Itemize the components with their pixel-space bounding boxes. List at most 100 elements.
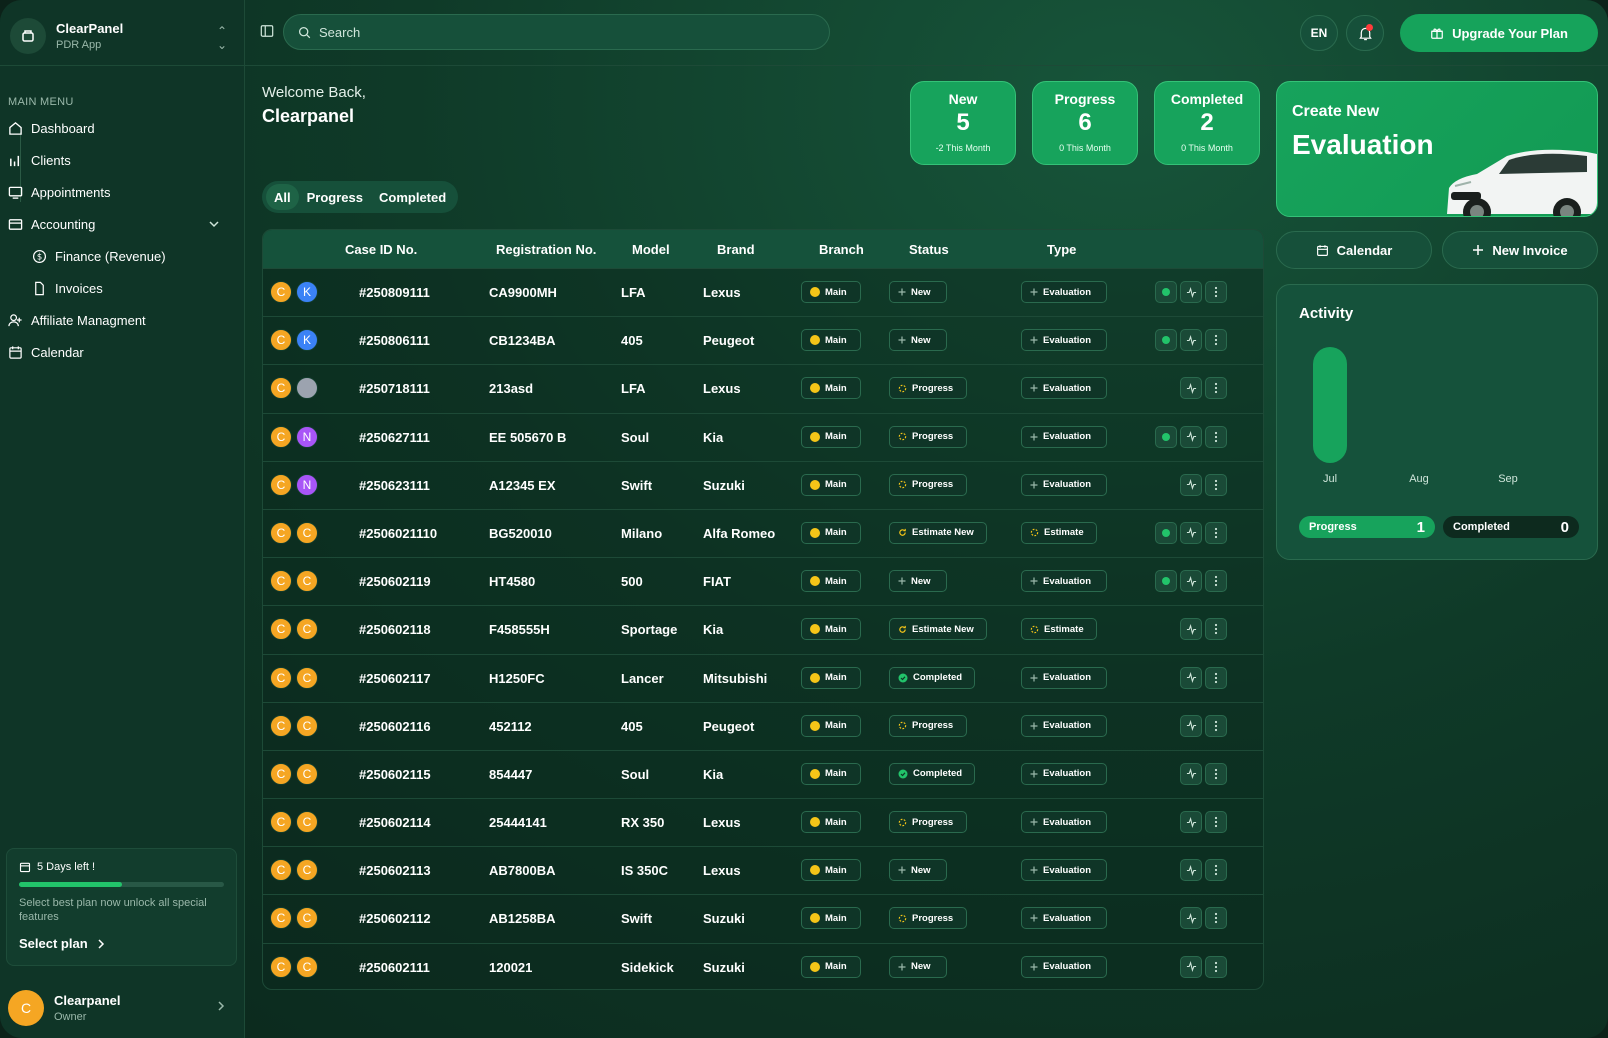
- sidebar-item-accounting[interactable]: Accounting: [8, 208, 236, 240]
- case-id[interactable]: #250718111: [359, 381, 430, 397]
- activity-button[interactable]: [1180, 618, 1202, 641]
- col-header-status[interactable]: Status: [909, 242, 949, 257]
- case-id[interactable]: #250602111: [359, 959, 430, 975]
- table-row[interactable]: C K #250806111 CB1234BA 405 Peugeot Main New Eva…: [263, 316, 1263, 364]
- language-button[interactable]: EN: [1300, 15, 1338, 51]
- activity-button[interactable]: [1180, 570, 1202, 593]
- sidebar-item-appointments[interactable]: Appointments: [8, 176, 236, 208]
- table-row[interactable]: C C #250602115 854447 Soul Kia Main Completed Ev…: [263, 749, 1263, 798]
- workspace-switcher[interactable]: ClearPanel PDR App ⌃ ⌄: [10, 10, 235, 62]
- more-options-button[interactable]: [1205, 955, 1227, 978]
- more-options-button[interactable]: [1205, 377, 1227, 400]
- more-options-button[interactable]: [1205, 570, 1227, 593]
- activity-button[interactable]: [1180, 521, 1202, 544]
- sidebar-item-finance[interactable]: $ Finance (Revenue): [8, 240, 236, 272]
- table-row[interactable]: C K #250809111 CA9900MH LFA Lexus Main New Evalu…: [263, 268, 1263, 316]
- more-options-button[interactable]: [1205, 762, 1227, 785]
- more-options-button[interactable]: [1205, 907, 1227, 930]
- tab-completed[interactable]: Completed: [379, 189, 447, 205]
- plus-icon: [898, 577, 906, 585]
- upgrade-button[interactable]: Upgrade Your Plan: [1400, 14, 1598, 52]
- more-options-button[interactable]: [1205, 329, 1227, 352]
- case-id[interactable]: #250627111: [359, 429, 430, 445]
- live-status-button[interactable]: [1155, 329, 1177, 352]
- live-status-button[interactable]: [1155, 570, 1177, 593]
- col-header-brand[interactable]: Brand: [717, 242, 755, 257]
- sidebar-item-invoices[interactable]: Invoices: [8, 272, 236, 304]
- notifications-button[interactable]: [1346, 15, 1384, 51]
- more-options-button[interactable]: [1205, 473, 1227, 496]
- live-status-button[interactable]: [1155, 281, 1177, 303]
- case-id[interactable]: #250602113: [359, 863, 431, 879]
- more-options-button[interactable]: [1205, 666, 1227, 689]
- case-id[interactable]: #250602117: [359, 670, 431, 686]
- more-options-button[interactable]: [1205, 281, 1227, 303]
- col-header-type[interactable]: Type: [1047, 242, 1077, 257]
- new-invoice-button[interactable]: New Invoice: [1442, 231, 1598, 269]
- case-id[interactable]: #250602114: [359, 815, 431, 831]
- activity-button[interactable]: [1180, 811, 1202, 834]
- activity-button[interactable]: [1180, 281, 1202, 303]
- stat-card-new[interactable]: New 5 -2 This Month: [910, 81, 1016, 165]
- sidebar-item-calendar[interactable]: Calendar: [8, 336, 236, 368]
- table-row[interactable]: C C #250602119 HT4580 500 FIAT Main New Evaluati…: [263, 557, 1263, 605]
- case-id[interactable]: #250623111: [359, 477, 430, 493]
- more-options-button[interactable]: [1205, 425, 1227, 448]
- activity-button[interactable]: [1180, 473, 1202, 496]
- activity-button[interactable]: [1180, 377, 1202, 400]
- search-input[interactable]: Search: [283, 14, 830, 50]
- activity-button[interactable]: [1180, 329, 1202, 352]
- table-row[interactable]: C N #250627111 EE 505670 B Soul Kia Main Progre…: [263, 412, 1263, 461]
- col-header-registration[interactable]: Registration No.: [496, 242, 597, 257]
- activity-button[interactable]: [1180, 762, 1202, 785]
- case-id[interactable]: #250602115: [359, 766, 431, 782]
- sidebar-item-dashboard[interactable]: Dashboard: [8, 112, 236, 144]
- case-id[interactable]: #250806111: [359, 333, 430, 349]
- plus-icon: [1030, 818, 1038, 826]
- activity-button[interactable]: [1180, 859, 1202, 882]
- table-row[interactable]: C C #250602118 F458555H Sportage Kia Main Estim…: [263, 605, 1263, 653]
- tab-progress[interactable]: Progress: [306, 189, 363, 205]
- more-options-button[interactable]: [1205, 521, 1227, 544]
- col-header-case-id[interactable]: Case ID No.: [345, 242, 418, 257]
- avatar: C: [270, 473, 292, 496]
- more-options-button[interactable]: [1205, 811, 1227, 834]
- live-status-button[interactable]: [1155, 521, 1177, 544]
- case-id[interactable]: #250602119: [359, 574, 431, 590]
- table-row[interactable]: C C #250602114 25444141 RX 350 Lexus Main Progr…: [263, 798, 1263, 846]
- activity-button[interactable]: [1180, 425, 1202, 448]
- sidebar-toggle-icon[interactable]: [260, 24, 274, 38]
- more-options-button[interactable]: [1205, 859, 1227, 882]
- live-status-button[interactable]: [1155, 425, 1177, 448]
- case-id[interactable]: #250602112: [359, 911, 431, 927]
- activity-button[interactable]: [1180, 955, 1202, 978]
- table-row[interactable]: C C #250602111 120021 Sidekick Suzuki Main New E…: [263, 942, 1263, 989]
- activity-button[interactable]: [1180, 714, 1202, 737]
- table-row[interactable]: C C #2506021110 BG520010 Milano Alfa Romeo Mai…: [263, 508, 1263, 557]
- table-row[interactable]: C C #250602116 452112 405 Peugeot Main Progress…: [263, 701, 1263, 750]
- col-header-branch[interactable]: Branch: [819, 242, 864, 257]
- table-row[interactable]: C C #250602113 AB7800BA IS 350C Lexus Main New E…: [263, 846, 1263, 894]
- create-evaluation-card[interactable]: Create New Evaluation: [1276, 81, 1598, 217]
- stat-card-progress[interactable]: Progress 6 0 This Month: [1032, 81, 1138, 165]
- more-options-button[interactable]: [1205, 618, 1227, 641]
- tab-all[interactable]: All: [266, 184, 299, 210]
- activity-button[interactable]: [1180, 907, 1202, 930]
- calendar-button[interactable]: Calendar: [1276, 231, 1432, 269]
- table-row[interactable]: C C #250602112 AB1258BA Swift Suzuki Main Progr…: [263, 894, 1263, 942]
- activity-button[interactable]: [1180, 666, 1202, 689]
- table-row[interactable]: C N #250623111 A12345 EX Swift Suzuki Main Prog…: [263, 460, 1263, 509]
- table-row[interactable]: C C #250602117 H1250FC Lancer Mitsubishi Main C…: [263, 653, 1263, 702]
- case-id[interactable]: #250602118: [359, 622, 431, 638]
- more-options-button[interactable]: [1205, 714, 1227, 737]
- table-row[interactable]: C #250718111 213asd LFA Lexus Main Progress Eva…: [263, 364, 1263, 412]
- user-menu[interactable]: C Clearpanel Owner: [8, 988, 238, 1028]
- case-id[interactable]: #250602116: [359, 718, 431, 734]
- sidebar-item-affiliate[interactable]: Affiliate Managment: [8, 304, 236, 336]
- sidebar-item-clients[interactable]: Clients: [8, 144, 236, 176]
- case-id[interactable]: #2506021110: [359, 525, 438, 541]
- select-plan-link[interactable]: Select plan: [19, 936, 224, 951]
- case-id[interactable]: #250809111: [359, 285, 430, 300]
- col-header-model[interactable]: Model: [632, 242, 670, 257]
- stat-card-completed[interactable]: Completed 2 0 This Month: [1154, 81, 1260, 165]
